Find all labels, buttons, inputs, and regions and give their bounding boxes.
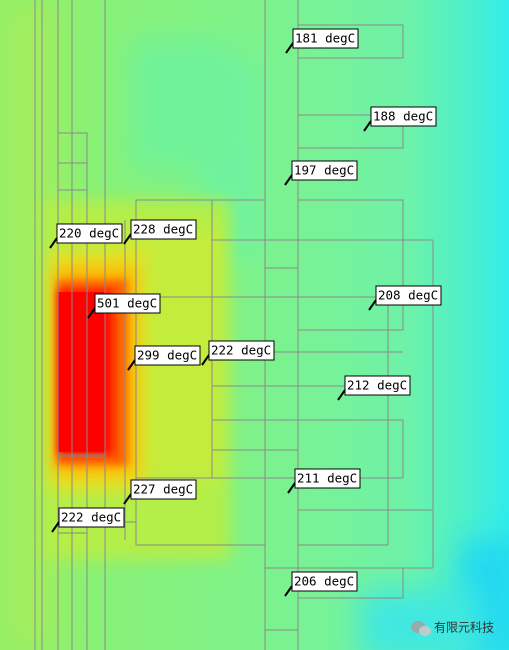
watermark-text: 有限元科技: [434, 621, 494, 635]
probe-label: 222 degC: [211, 343, 271, 358]
probe: 188 degC: [363, 106, 437, 132]
probe: 220 degC: [49, 223, 123, 249]
probe: 181 degC: [285, 28, 359, 54]
probe: 227 degC: [123, 479, 197, 505]
probe-box: [344, 375, 411, 396]
probe: 208 degC: [368, 285, 442, 311]
probe: 211 degC: [287, 468, 361, 494]
probe-box: [294, 468, 361, 489]
probe-leader: [127, 359, 136, 371]
probe: 222 degC: [51, 507, 125, 533]
probe-box: [375, 285, 442, 306]
probe-box: [58, 507, 125, 528]
probe-leader: [284, 585, 293, 597]
probe: 228 degC: [123, 219, 197, 245]
probe-leader: [87, 307, 96, 319]
probe-box: [292, 28, 359, 49]
probe-leader: [337, 389, 346, 401]
probe-labels: 181 degC 188 degC 197 degC 220 degC 228 degC…: [49, 28, 442, 597]
probe-label: 228 degC: [133, 222, 193, 237]
probe-label: 188 degC: [373, 109, 433, 124]
probe-leader: [368, 299, 377, 311]
probe-leader: [285, 42, 294, 54]
probe-label: 212 degC: [347, 378, 407, 393]
geometry-edges: [34, 0, 434, 650]
probe-leader: [123, 233, 132, 245]
probe-label: 299 degC: [137, 348, 197, 363]
probe-leader: [123, 493, 132, 505]
watermark: 有限元科技: [411, 621, 494, 636]
probe-box: [291, 160, 358, 181]
probe-leader: [49, 237, 58, 249]
probe-label: 208 degC: [378, 288, 438, 303]
probe-box: [208, 340, 275, 361]
probe-label: 197 degC: [294, 163, 354, 178]
probe: 197 degC: [284, 160, 358, 186]
probe-label: 211 degC: [297, 471, 357, 486]
probe: 299 degC: [127, 345, 201, 371]
probe-label: 227 degC: [133, 482, 193, 497]
probe-leader: [51, 521, 60, 533]
probe: 222 degC: [201, 340, 275, 366]
probe-label: 220 degC: [59, 226, 119, 241]
probe-leader: [363, 120, 372, 132]
probe: 206 degC: [284, 571, 358, 597]
probe-label: 181 degC: [295, 31, 355, 46]
probe-box: [291, 571, 358, 592]
probe-label: 222 degC: [61, 510, 121, 525]
probe-box: [370, 106, 437, 127]
probe-label: 501 degC: [97, 296, 157, 311]
probe-box: [130, 479, 197, 500]
probe-box: [134, 345, 201, 366]
probe-box: [130, 219, 197, 240]
probe: 212 degC: [337, 375, 411, 401]
probe-leader: [201, 354, 210, 366]
probe-label: 206 degC: [294, 574, 354, 589]
probe-leader: [287, 482, 296, 494]
probe-box: [94, 293, 161, 314]
probe-box: [56, 223, 123, 244]
probe-leader: [284, 174, 293, 186]
probe: 501 degC: [87, 293, 161, 319]
